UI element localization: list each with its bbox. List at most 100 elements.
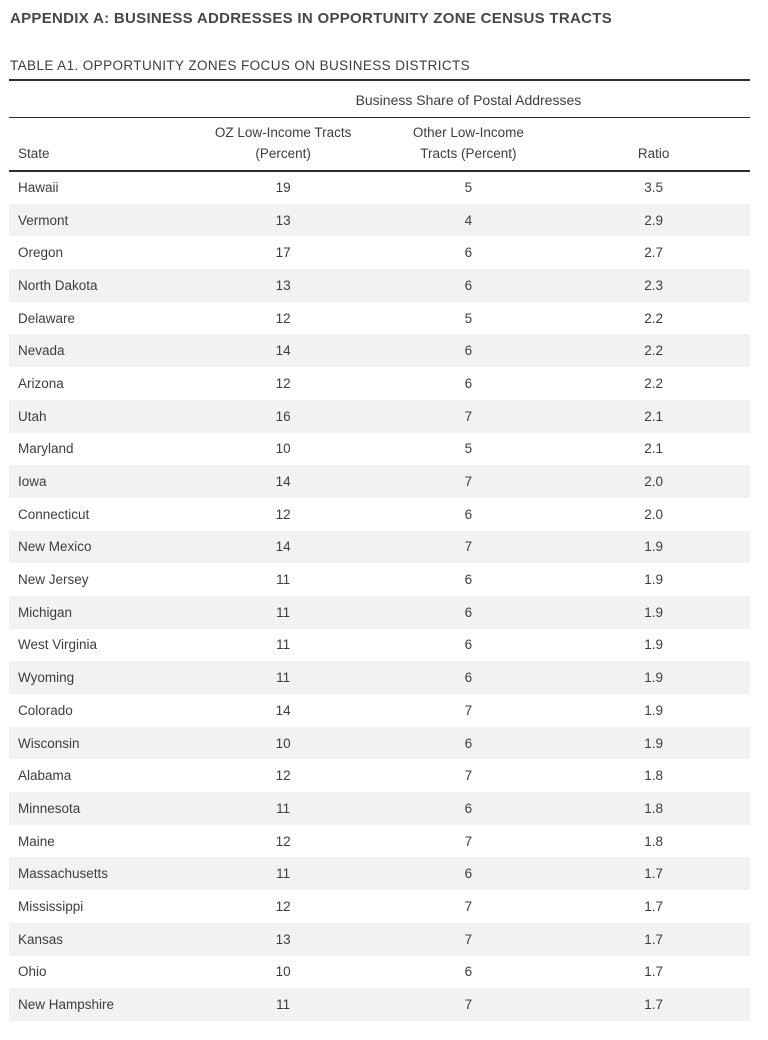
oz-cell: 10 bbox=[275, 441, 291, 457]
other-cell: 7 bbox=[464, 833, 473, 849]
table-row: New Jersey 11 6 1.9 bbox=[9, 563, 750, 596]
state-cell: West Virginia bbox=[18, 637, 98, 653]
span-header: Business Share of Postal Addresses bbox=[186, 79, 750, 118]
oz-cell: 12 bbox=[275, 310, 291, 326]
ratio-cell: 2.3 bbox=[644, 277, 664, 293]
other-cell: 7 bbox=[464, 702, 473, 718]
ratio-cell: 1.7 bbox=[644, 997, 664, 1013]
state-cell: Wisconsin bbox=[18, 735, 80, 751]
oz-cell: 11 bbox=[276, 670, 291, 686]
ratio-cell: 1.8 bbox=[644, 833, 664, 849]
table-row: Colorado 14 7 1.9 bbox=[9, 694, 750, 727]
state-cell: Ohio bbox=[18, 964, 47, 980]
ratio-cell: 1.9 bbox=[644, 539, 664, 555]
other-cell: 5 bbox=[464, 180, 473, 196]
table-row: New Mexico 14 7 1.9 bbox=[9, 530, 750, 564]
other-cell: 6 bbox=[464, 245, 473, 261]
state-cell: Michigan bbox=[18, 604, 73, 620]
state-cell: Maine bbox=[18, 833, 55, 849]
state-cell: Wyoming bbox=[18, 670, 75, 686]
other-cell: 6 bbox=[464, 375, 473, 391]
oz-cell: 12 bbox=[275, 833, 291, 849]
other-cell: 6 bbox=[464, 637, 473, 653]
ratio-cell: 2.2 bbox=[644, 310, 664, 326]
table-row: New Hampshire 11 7 1.7 bbox=[9, 988, 750, 1021]
ratio-cell: 2.7 bbox=[644, 245, 664, 261]
oz-cell: 11 bbox=[276, 604, 291, 620]
other-cell: 6 bbox=[464, 343, 473, 359]
ratio-cell: 2.0 bbox=[644, 474, 664, 490]
ratio-cell: 1.7 bbox=[644, 931, 664, 947]
table-row: Utah 16 7 2.1 bbox=[9, 399, 750, 433]
oz-cell: 14 bbox=[275, 343, 291, 359]
ratio-cell: 2.0 bbox=[644, 506, 664, 522]
other-cell: 6 bbox=[464, 572, 473, 588]
ratio-cell: 2.1 bbox=[644, 408, 664, 424]
table-row: Massachusetts 11 6 1.7 bbox=[9, 857, 750, 891]
table-row: Iowa 14 7 2.0 bbox=[9, 465, 750, 498]
table-row: Nevada 14 6 2.2 bbox=[9, 334, 750, 368]
other-cell: 6 bbox=[464, 964, 473, 980]
state-cell: Massachusetts bbox=[18, 866, 109, 882]
other-cell: 6 bbox=[464, 277, 473, 293]
table-row: Vermont 13 4 2.9 bbox=[9, 203, 750, 237]
other-cell: 7 bbox=[464, 768, 473, 784]
state-cell: Arizona bbox=[18, 375, 64, 391]
ratio-cell: 2.2 bbox=[644, 343, 664, 359]
table-row: Maryland 10 5 2.1 bbox=[9, 433, 750, 466]
data-table: Business Share of Postal Addresses State… bbox=[9, 79, 750, 1021]
oz-cell: 14 bbox=[275, 539, 291, 555]
state-cell: Mississippi bbox=[18, 898, 84, 914]
state-cell: Vermont bbox=[18, 212, 69, 228]
other-cell: 6 bbox=[464, 604, 473, 620]
oz-cell: 10 bbox=[275, 735, 291, 751]
table-row: Wyoming 11 6 1.9 bbox=[9, 661, 750, 694]
table-row: North Dakota 13 6 2.3 bbox=[9, 269, 750, 302]
state-cell: Alabama bbox=[18, 768, 72, 784]
column-header-oz-line2: (Percent) bbox=[255, 146, 311, 161]
state-cell: Oregon bbox=[18, 245, 64, 261]
table-row: Mississippi 12 7 1.7 bbox=[9, 890, 750, 923]
ratio-cell: 2.2 bbox=[644, 375, 664, 391]
oz-cell: 12 bbox=[275, 375, 291, 391]
oz-cell: 13 bbox=[275, 931, 291, 947]
state-cell: Delaware bbox=[18, 310, 76, 326]
state-cell: Hawaii bbox=[18, 180, 59, 196]
table-row: Minnesota 11 6 1.8 bbox=[9, 792, 750, 825]
state-cell: New Hampshire bbox=[18, 997, 115, 1013]
ratio-cell: 1.8 bbox=[644, 800, 664, 816]
table-row: Kansas 13 7 1.7 bbox=[9, 922, 750, 956]
column-header-ratio: Ratio bbox=[557, 117, 750, 172]
table-title: TABLE A1. OPPORTUNITY ZONES FOCUS ON BUS… bbox=[10, 58, 471, 73]
oz-cell: 11 bbox=[276, 800, 291, 816]
table-body: Hawaii 19 5 3.5 Vermont 13 4 2.9 Oregon … bbox=[9, 171, 750, 1021]
table-row: Delaware 12 5 2.2 bbox=[9, 302, 750, 335]
state-cell: Utah bbox=[18, 408, 47, 424]
oz-cell: 14 bbox=[275, 474, 291, 490]
other-cell: 6 bbox=[464, 506, 473, 522]
column-header-other: Other Low-Income Tracts (Percent) bbox=[379, 117, 558, 172]
ratio-cell: 3.5 bbox=[644, 180, 664, 196]
table-row: Maine 12 7 1.8 bbox=[9, 825, 750, 858]
state-cell: Kansas bbox=[18, 931, 64, 947]
column-header-other-line1: Other Low-Income bbox=[412, 125, 524, 140]
ratio-cell: 2.9 bbox=[644, 212, 664, 228]
state-cell: Colorado bbox=[18, 702, 73, 718]
other-cell: 7 bbox=[464, 931, 473, 947]
ratio-cell: 1.8 bbox=[644, 768, 664, 784]
oz-cell: 11 bbox=[276, 572, 291, 588]
table-row: Arizona 12 6 2.2 bbox=[9, 367, 750, 400]
ratio-cell: 1.9 bbox=[644, 604, 664, 620]
state-cell: Connecticut bbox=[18, 506, 90, 522]
ratio-cell: 1.9 bbox=[644, 637, 664, 653]
ratio-cell: 1.7 bbox=[644, 866, 664, 882]
ratio-cell: 1.7 bbox=[644, 964, 664, 980]
table-row: Wisconsin 10 6 1.9 bbox=[9, 726, 750, 760]
other-cell: 7 bbox=[464, 408, 473, 424]
oz-cell: 11 bbox=[276, 866, 291, 882]
table-row: Alabama 12 7 1.8 bbox=[9, 759, 750, 792]
column-header-other-line2: Tracts (Percent) bbox=[420, 146, 517, 161]
table-header: Business Share of Postal Addresses State… bbox=[9, 79, 750, 172]
table-row: Connecticut 12 6 2.0 bbox=[9, 498, 750, 531]
